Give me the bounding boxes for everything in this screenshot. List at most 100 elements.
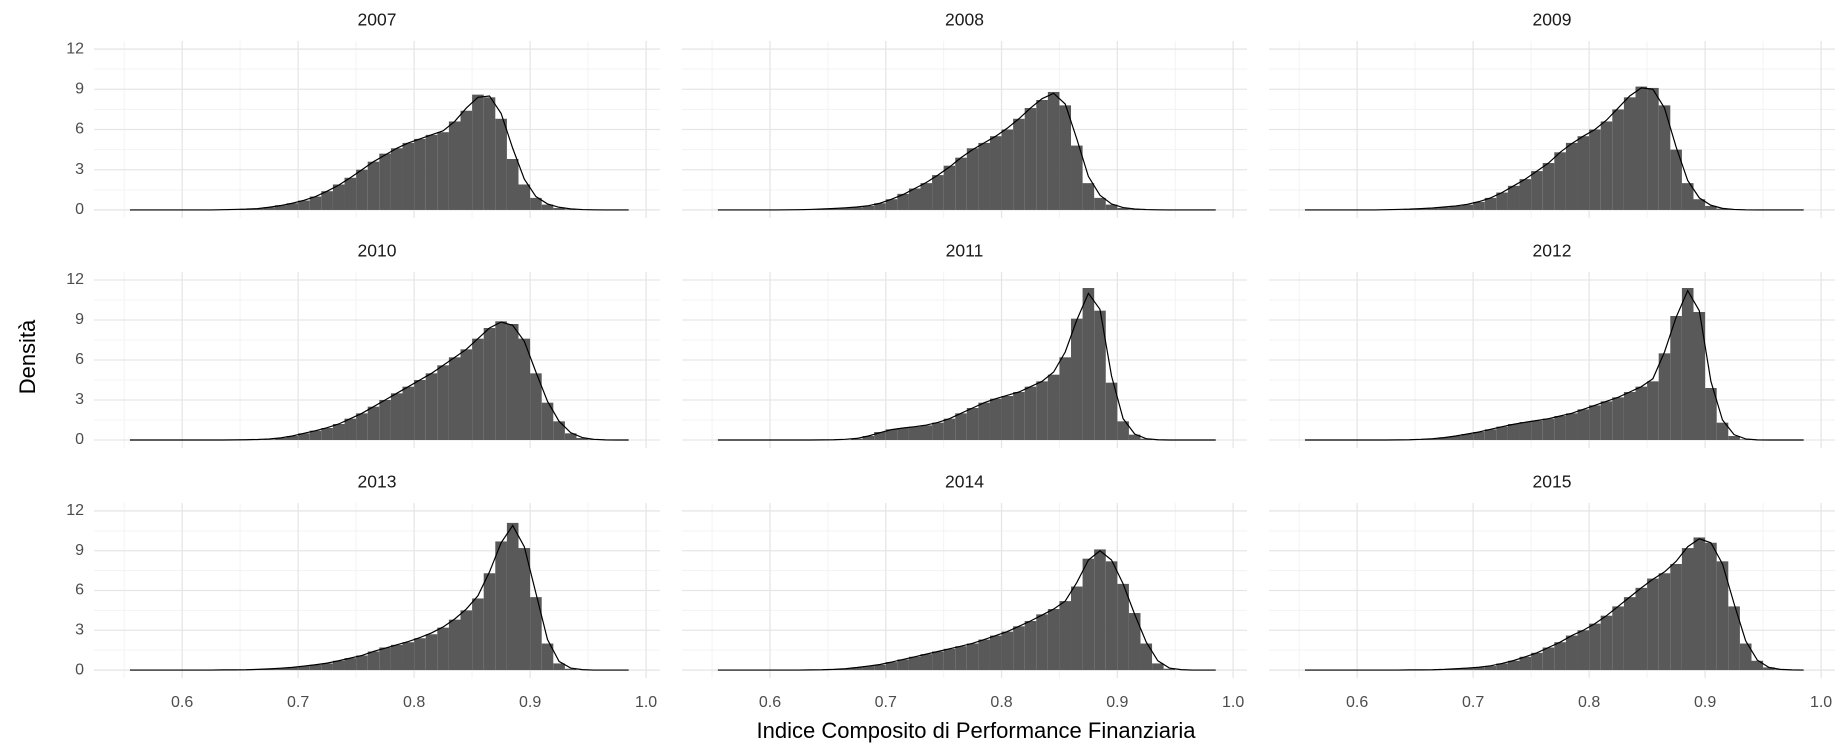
- histogram-bar: [309, 430, 322, 440]
- histogram-bar: [1600, 121, 1613, 210]
- strip-title: 2010: [358, 241, 397, 261]
- histogram-bar: [1739, 643, 1752, 671]
- histogram-bar: [978, 142, 990, 210]
- histogram-bar: [1094, 549, 1106, 671]
- histogram-bar: [1716, 208, 1729, 210]
- x-tick-label: 1.0: [1810, 694, 1832, 711]
- histogram-bar: [379, 400, 391, 440]
- histogram-bar: [541, 204, 554, 210]
- histogram-bar: [1024, 108, 1037, 210]
- x-tick-label: 0.9: [1694, 694, 1716, 711]
- histogram-bar: [943, 165, 956, 210]
- histogram-bar: [908, 656, 921, 671]
- histogram-bar: [908, 188, 921, 210]
- panel: 2010 0 3 6 9 12: [66, 241, 660, 448]
- histogram-bar: [885, 199, 898, 210]
- y-tick-label: 3: [75, 391, 84, 408]
- density-line: [1304, 87, 1804, 211]
- y-tick-label: 3: [75, 161, 84, 178]
- histogram-bar: [1415, 208, 1427, 210]
- histogram-bar: [1554, 642, 1566, 671]
- histogram-bar: [862, 666, 875, 671]
- histogram-bar: [1531, 652, 1543, 671]
- histogram-bar: [1542, 418, 1555, 440]
- histogram-bar: [1163, 668, 1176, 671]
- histogram-bar: [1059, 601, 1072, 671]
- histogram-bar: [1047, 609, 1060, 671]
- histogram-bar: [943, 418, 956, 440]
- histogram-bar: [332, 660, 345, 671]
- histogram-bar: [414, 638, 426, 671]
- histogram-bar: [920, 183, 933, 210]
- histogram-bar: [402, 386, 415, 440]
- histogram-bar: [332, 424, 345, 440]
- histogram-bar: [344, 658, 357, 671]
- histogram-bar: [1152, 663, 1164, 671]
- y-tick-label: 6: [75, 582, 84, 599]
- histogram-bar: [390, 644, 403, 671]
- histogram-bar: [495, 321, 507, 440]
- histogram-bar: [1519, 179, 1532, 210]
- histogram-bar: [989, 635, 1002, 671]
- histogram-bar: [541, 643, 554, 671]
- histogram-bar: [1716, 561, 1729, 671]
- histogram-bar: [1496, 192, 1508, 210]
- histogram-bar: [518, 184, 531, 210]
- histogram-bar: [402, 642, 415, 671]
- histogram-bar: [263, 207, 275, 210]
- strip-title: 2013: [358, 472, 397, 492]
- histogram-bar: [425, 134, 438, 210]
- histogram-bar: [576, 438, 589, 440]
- histogram-bar: [874, 664, 886, 671]
- histogram-bar: [932, 175, 944, 210]
- panel: 2011: [682, 241, 1247, 448]
- y-tick-label: 9: [75, 80, 84, 97]
- density-line: [129, 321, 629, 441]
- histogram-bar: [356, 169, 368, 210]
- histogram-bar: [1059, 357, 1072, 440]
- histogram-bar: [1531, 171, 1543, 210]
- histogram-bar: [472, 338, 484, 440]
- histogram-bar: [874, 203, 886, 210]
- histogram-bar: [448, 619, 461, 671]
- histogram-bar: [1600, 401, 1613, 440]
- histogram-bar: [1140, 643, 1153, 671]
- histogram-bar: [1763, 667, 1775, 671]
- histogram-bar: [978, 402, 990, 440]
- histogram-bar: [1071, 145, 1083, 210]
- strip-title: 2011: [946, 241, 984, 261]
- histogram-bar: [1647, 381, 1659, 440]
- density-line: [1304, 538, 1804, 671]
- x-tick-label: 0.7: [1462, 694, 1484, 711]
- x-axis-title: Indice Composito di Performance Finanzia…: [757, 718, 1197, 743]
- strip-title: 2012: [1533, 241, 1572, 261]
- histogram-bar: [932, 422, 944, 440]
- histogram-bar: [530, 373, 542, 440]
- histogram-bar: [390, 393, 403, 440]
- histogram-bar: [1013, 626, 1025, 671]
- histogram-bar: [390, 148, 403, 210]
- histogram-bar: [839, 207, 852, 210]
- histogram-bar: [1496, 426, 1508, 440]
- histogram-bar: [897, 193, 909, 210]
- histogram-bar: [1635, 386, 1648, 440]
- histogram-bar: [1094, 310, 1106, 440]
- strip-title: 2015: [1533, 472, 1572, 492]
- histogram-bar: [1705, 388, 1717, 440]
- histogram-bar: [885, 429, 898, 440]
- histogram-bar: [1635, 86, 1648, 210]
- histogram-bar: [1426, 207, 1439, 210]
- histogram-bar: [402, 142, 415, 210]
- histogram-bar: [286, 436, 299, 440]
- histogram-bar: [564, 209, 577, 210]
- histogram-bar: [1013, 392, 1025, 440]
- histogram-bar: [483, 328, 496, 440]
- histogram-bar: [1612, 606, 1624, 671]
- histogram-bar: [1461, 434, 1474, 440]
- histogram-bar: [897, 428, 909, 440]
- histogram-bar: [1739, 439, 1752, 440]
- histogram-bar: [1105, 204, 1118, 210]
- histogram-bar: [1036, 614, 1048, 671]
- histogram-bar: [1705, 542, 1717, 671]
- strip-title: 2009: [1533, 10, 1572, 30]
